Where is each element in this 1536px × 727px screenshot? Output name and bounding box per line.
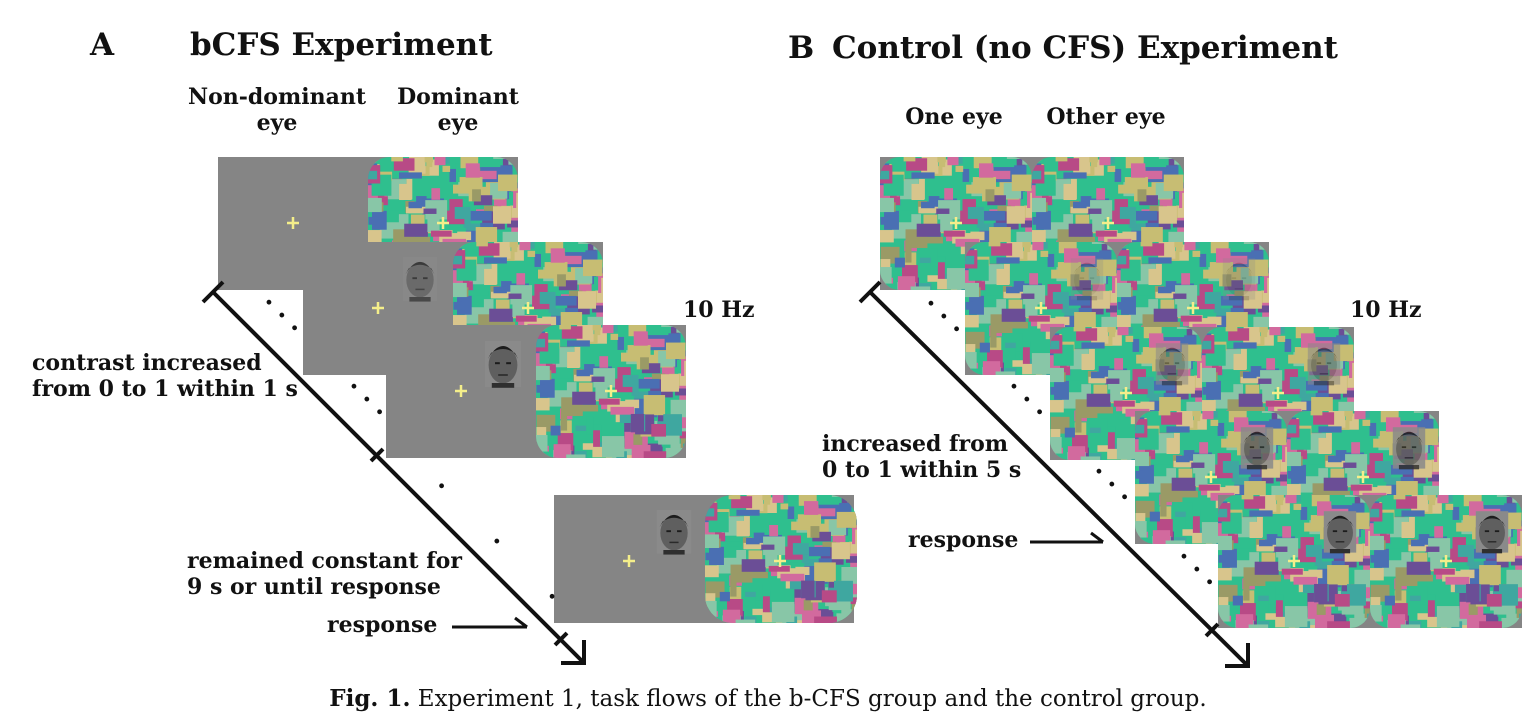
- face-stimulus: [656, 510, 692, 555]
- face-stimulus: [1392, 427, 1426, 470]
- fixation-cross: [1187, 302, 1199, 314]
- figure-canvas: A bCFS Experiment Non-dominant eye Domin…: [32, 27, 1522, 668]
- eye-label-dominant-line1: Dominant: [397, 84, 520, 110]
- panel-a-frequency: 10 Hz: [683, 297, 755, 323]
- face-stimulus: [1307, 343, 1341, 386]
- panel-a-response-arrow: [452, 616, 528, 629]
- fixation-cross: [372, 302, 384, 314]
- fixation-cross: [1357, 471, 1369, 483]
- fixation-cross: [1288, 555, 1300, 567]
- fixation-cross: [1120, 387, 1132, 399]
- panel-b-letter: B: [788, 30, 814, 66]
- eye-label-non-dominant-line1: Non-dominant: [188, 84, 367, 110]
- eye-label-dominant-line2: eye: [438, 110, 479, 136]
- face-stimulus: [485, 341, 521, 388]
- bcfs-frame-final: [554, 495, 857, 623]
- fixation-cross: [605, 385, 617, 397]
- panel-a-letter: A: [89, 27, 115, 63]
- eye-label-non-dominant-line2: eye: [257, 110, 298, 136]
- face-stimulus: [402, 257, 438, 302]
- panel-b-phase1-line1: increased from: [822, 431, 1008, 457]
- panel-b-frame-stack: [880, 157, 1522, 628]
- caption-label: Fig. 1.: [329, 685, 411, 712]
- fixation-cross: [1035, 302, 1047, 314]
- panel-b-timeline: [858, 280, 1250, 668]
- fixation-cross: [437, 217, 449, 229]
- fixation-cross: [774, 555, 786, 567]
- fixation-cross: [1205, 471, 1217, 483]
- face-stimulus: [1222, 258, 1256, 301]
- panel-a-title: bCFS Experiment: [190, 27, 493, 63]
- fixation-cross: [455, 385, 467, 397]
- face-stimulus: [1323, 511, 1357, 554]
- panel-a-phase1-line2: from 0 to 1 within 1 s: [32, 376, 298, 402]
- panel-b-response-arrow: [1030, 531, 1104, 544]
- panel-b-title: Control (no CFS) Experiment: [832, 30, 1339, 66]
- panel-a-phase2-line2: 9 s or until response: [187, 574, 441, 600]
- panel-a-frame-stack: [218, 157, 857, 623]
- face-stimulus: [1240, 427, 1274, 470]
- control-frame-5: [1218, 495, 1522, 628]
- face-stimulus: [1475, 511, 1509, 554]
- panel-b-frequency: 10 Hz: [1350, 297, 1422, 323]
- bcfs-frame-3: [386, 325, 686, 458]
- eye-label-one-eye: One eye: [905, 104, 1003, 130]
- face-stimulus: [1155, 343, 1189, 386]
- panel-b-phase1-line2: 0 to 1 within 5 s: [822, 457, 1021, 483]
- fixation-cross: [623, 555, 635, 567]
- fixation-cross: [1272, 387, 1284, 399]
- fixation-cross: [1440, 555, 1452, 567]
- panel-a-response-label: response: [327, 612, 437, 638]
- panel-a-timeline: [201, 280, 586, 665]
- mondrian-right-eye: [1370, 495, 1522, 628]
- eye-label-other-eye: Other eye: [1046, 104, 1165, 130]
- fixation-cross: [950, 217, 962, 229]
- figure-caption: Fig. 1. Experiment 1, task flows of the …: [0, 685, 1536, 712]
- face-stimulus: [1070, 258, 1104, 301]
- panel-a-phase1-line1: contrast increased: [32, 350, 262, 376]
- fixation-cross: [522, 302, 534, 314]
- fixation-cross: [287, 217, 299, 229]
- panel-b-response-label: response: [908, 527, 1018, 553]
- caption-text: Experiment 1, task flows of the b-CFS gr…: [417, 686, 1207, 712]
- panel-a-phase2-line1: remained constant for: [187, 548, 462, 574]
- fixation-cross: [1102, 217, 1114, 229]
